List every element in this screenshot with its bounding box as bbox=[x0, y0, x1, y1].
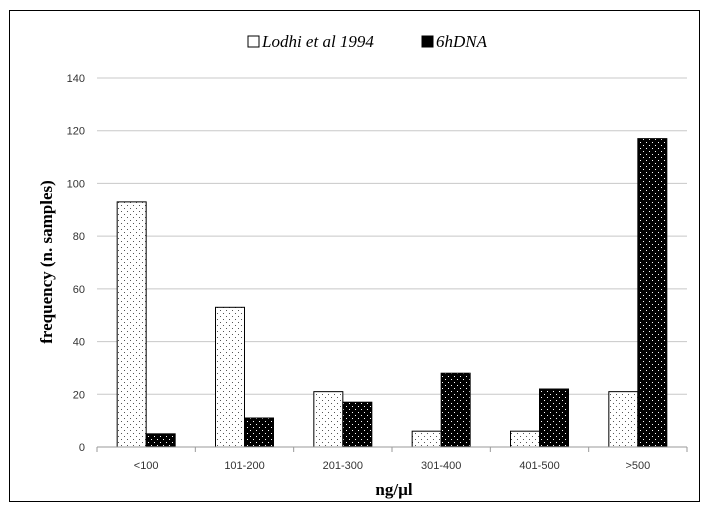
y-tick-label: 80 bbox=[73, 231, 85, 243]
bar-6hdna-1 bbox=[244, 417, 274, 448]
bar-lodhi-4 bbox=[510, 430, 540, 448]
x-tick-label: 301-400 bbox=[421, 460, 461, 472]
y-tick-label: 20 bbox=[73, 389, 85, 401]
x-tick-label: >500 bbox=[625, 460, 650, 472]
y-tick-label: 120 bbox=[67, 126, 85, 138]
x-tick-label: 401-500 bbox=[519, 460, 559, 472]
y-axis-title: frequency (n. samples) bbox=[37, 180, 56, 344]
y-tick-label: 40 bbox=[73, 337, 85, 349]
legend: Lodhi et al 1994 6hDNA bbox=[247, 32, 488, 51]
bar-lodhi-1 bbox=[215, 306, 245, 448]
x-tick-label: 201-300 bbox=[323, 460, 363, 472]
y-tick-label: 60 bbox=[73, 284, 85, 296]
legend-swatch-6hdna bbox=[421, 35, 434, 48]
gridlines bbox=[97, 77, 687, 395]
tick-labels: 0 20 40 60 80 100 120 140 <100 101-200 201-300 301-… bbox=[67, 73, 651, 472]
bar-6hdna-3 bbox=[440, 372, 471, 448]
legend-label-6hdna: 6hDNA bbox=[436, 32, 488, 51]
bar-6hdna-4 bbox=[539, 388, 569, 448]
bar-lodhi-5 bbox=[608, 391, 639, 448]
x-tick-label: 101-200 bbox=[224, 460, 264, 472]
y-tick-label: 140 bbox=[67, 73, 85, 85]
legend-swatch-lodhi bbox=[247, 35, 260, 48]
bar-lodhi-2 bbox=[313, 391, 344, 448]
y-tick-label: 100 bbox=[67, 178, 85, 190]
bar-6hdna-5 bbox=[637, 138, 668, 448]
axes bbox=[96, 446, 688, 452]
x-axis-title: ng/µl bbox=[375, 480, 412, 499]
bars bbox=[116, 138, 668, 448]
bar-lodhi-3 bbox=[411, 430, 442, 448]
x-tick-label: <100 bbox=[134, 460, 159, 472]
bar-6hdna-2 bbox=[342, 401, 373, 448]
bar-6hdna-0 bbox=[145, 433, 176, 448]
y-tick-label: 0 bbox=[79, 442, 85, 454]
legend-label-lodhi: Lodhi et al 1994 bbox=[261, 32, 374, 51]
bar-lodhi-0 bbox=[116, 201, 147, 448]
